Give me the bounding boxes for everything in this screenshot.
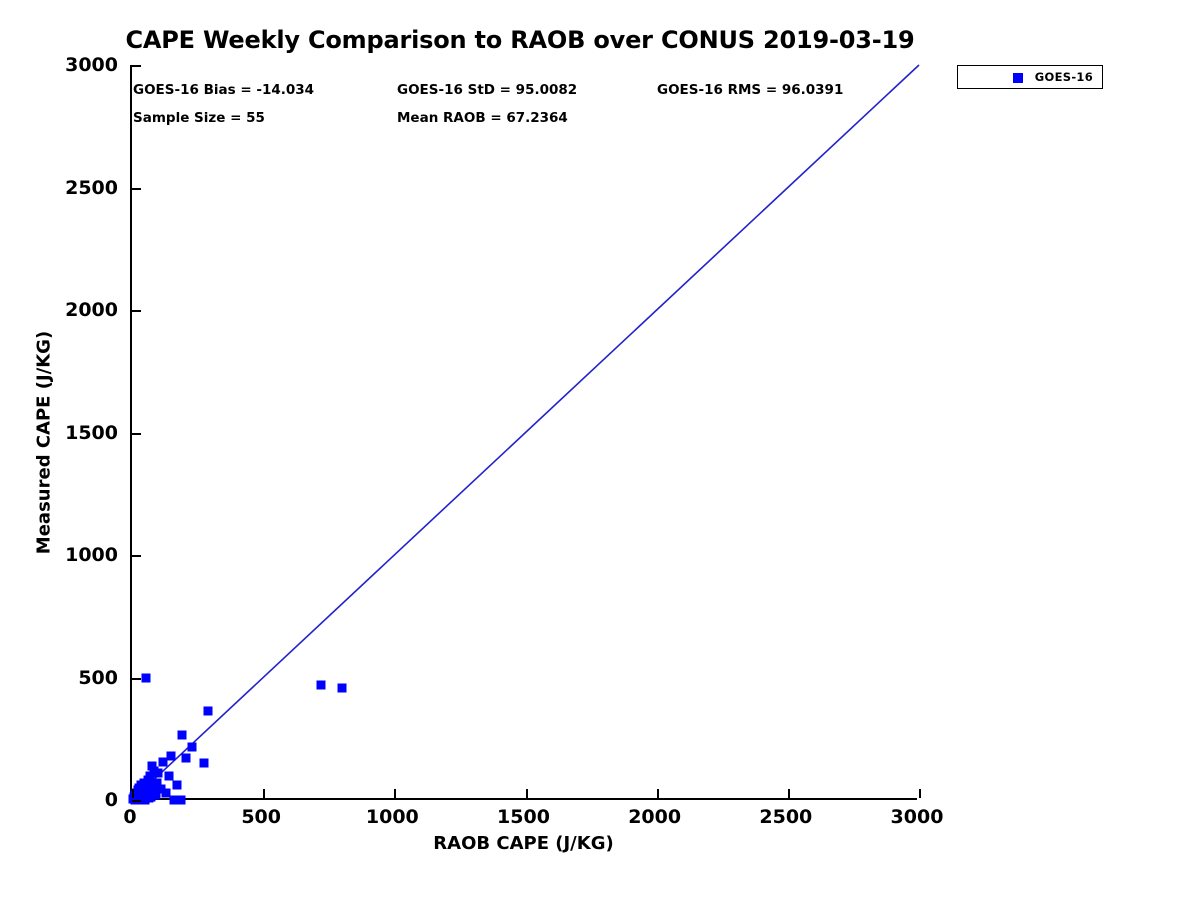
legend[interactable]: GOES-16 xyxy=(957,65,1103,89)
x-axis-tick xyxy=(132,789,134,798)
scatter-point xyxy=(158,757,168,767)
scatter-point xyxy=(141,673,151,682)
scatter-point xyxy=(172,780,182,790)
y-axis-tick-label: 1500 xyxy=(65,421,118,444)
scatter-point xyxy=(169,795,179,805)
y-axis-tick-label: 1000 xyxy=(65,544,118,566)
scatter-point xyxy=(177,730,187,740)
y-axis-tick xyxy=(132,310,141,312)
x-axis-tick-label: 3000 xyxy=(890,806,944,828)
x-axis-tick-label: 1500 xyxy=(497,806,550,828)
x-axis-tick-label: 0 xyxy=(123,806,137,828)
y-axis-tick xyxy=(132,187,141,190)
scatter-point xyxy=(199,758,209,768)
scatter-point xyxy=(164,771,174,780)
x-axis-tick-label: 2500 xyxy=(759,806,813,828)
stat-std: GOES-16 StD = 95.0082 xyxy=(397,82,578,98)
scatter-point xyxy=(187,742,197,752)
scatter-point xyxy=(203,706,213,716)
plot-area xyxy=(128,64,921,805)
y-axis-tick-label: 0 xyxy=(104,789,118,811)
x-axis-tick xyxy=(656,789,659,798)
x-axis-tick-label: 500 xyxy=(241,806,281,828)
scatter-point xyxy=(316,680,326,690)
scatter-point xyxy=(176,795,186,805)
x-axis-tick xyxy=(919,789,921,798)
y-axis-tick xyxy=(132,65,141,67)
x-axis-tick xyxy=(525,789,528,798)
stat-bias: GOES-16 Bias = -14.034 xyxy=(133,82,315,98)
scatter-point xyxy=(145,771,155,781)
y-axis-tick-label: 2500 xyxy=(65,176,118,199)
y-axis-tick-label: 2000 xyxy=(65,299,118,321)
scatter-point xyxy=(147,761,157,771)
y-axis-tick xyxy=(132,432,141,435)
scatter-point xyxy=(166,751,176,761)
scatter-point xyxy=(161,788,171,798)
y-axis-tick xyxy=(132,800,141,802)
one-to-one-reference-line xyxy=(131,64,920,801)
x-axis-tick xyxy=(394,789,397,798)
stat-rms: GOES-16 RMS = 96.0391 xyxy=(657,82,844,98)
scatter-point xyxy=(151,790,161,800)
x-axis-tick xyxy=(787,789,790,798)
scatter-point xyxy=(337,683,347,693)
axis-label-y: Measured CAPE (J/KG) xyxy=(33,330,55,555)
y-axis-tick xyxy=(132,555,141,557)
page-title: CAPE Weekly Comparison to RAOB over CONU… xyxy=(125,26,915,54)
x-axis-tick-label: 1000 xyxy=(365,806,419,828)
y-axis-tick xyxy=(132,677,141,680)
scatter-point xyxy=(181,753,191,763)
scatter-point xyxy=(156,784,166,794)
scatter-point xyxy=(152,778,162,788)
scatter-point xyxy=(153,768,163,778)
axis-label-x: RAOB CAPE (J/KG) xyxy=(433,833,614,854)
y-axis-tick-label: 500 xyxy=(78,666,118,689)
stat-mean-raob: Mean RAOB = 67.2364 xyxy=(397,110,568,126)
x-axis-tick xyxy=(263,789,266,798)
legend-label-goes16: GOES-16 xyxy=(1034,70,1093,84)
legend-swatch-goes16 xyxy=(1013,73,1023,83)
y-axis-tick-label: 3000 xyxy=(65,54,118,76)
stat-sample-size: Sample Size = 55 xyxy=(133,110,265,126)
x-axis-tick-label: 2000 xyxy=(628,806,682,828)
